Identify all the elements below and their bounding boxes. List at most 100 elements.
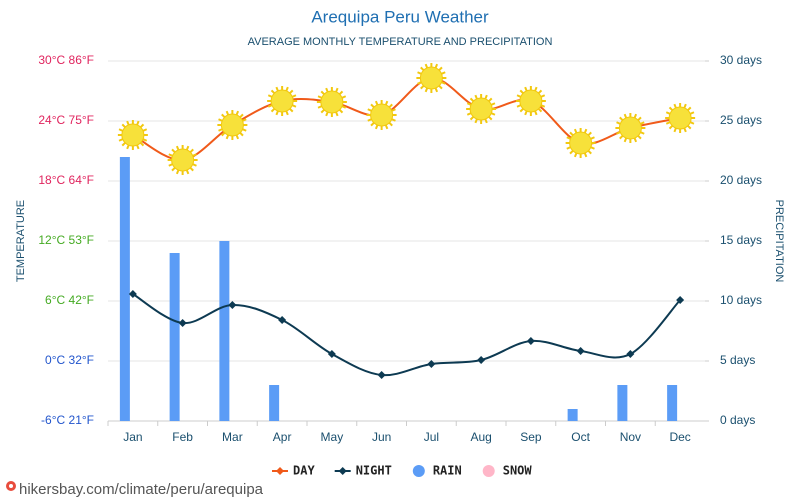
sun-icon	[267, 86, 298, 116]
sun-ray	[185, 169, 190, 175]
sun-core	[519, 89, 543, 113]
sun-ray	[367, 118, 372, 122]
sun-ray	[289, 89, 294, 94]
x-tick-label: Sep	[520, 430, 542, 444]
sun-ray	[516, 104, 522, 108]
sun-ray	[484, 118, 488, 124]
sun-ray	[192, 153, 197, 157]
y-tick-label: 12°C 53°F	[38, 233, 94, 247]
bar	[617, 385, 628, 421]
sun-ray	[171, 167, 176, 172]
sun-icon	[117, 120, 148, 150]
point	[427, 360, 436, 368]
point	[676, 296, 685, 304]
point	[128, 290, 137, 298]
sun-ray	[139, 142, 145, 147]
sun-core	[370, 103, 394, 127]
sun-ray	[218, 118, 223, 122]
sun-ray	[490, 112, 496, 116]
x-tick-label: Jul	[424, 430, 439, 444]
sun-ray	[490, 102, 496, 106]
sun-ray	[242, 118, 247, 122]
sun-ray	[537, 89, 543, 94]
sun-ray	[583, 152, 588, 158]
sun-ray	[142, 128, 148, 132]
sun-ray	[484, 94, 488, 100]
sun-ray	[126, 120, 130, 126]
sun-ray	[516, 94, 522, 98]
sun-ray	[239, 132, 244, 137]
sun-ray	[524, 110, 528, 116]
sun-ray	[424, 63, 429, 69]
sun-ray	[687, 106, 692, 111]
sun-ray	[270, 89, 276, 94]
line	[132, 76, 681, 162]
sun-ray	[370, 103, 375, 108]
sun-ray	[623, 137, 628, 143]
sun-ray	[384, 100, 389, 106]
sun-ray	[185, 145, 190, 151]
y-tick-label: 24°C 75°F	[38, 113, 94, 127]
sun-ray	[616, 131, 621, 135]
sun-ray	[616, 121, 621, 125]
sun-ray	[267, 104, 273, 108]
x-tick-label: Nov	[620, 430, 641, 444]
sun-ray	[139, 123, 145, 128]
point	[228, 301, 237, 309]
legend-item: RAIN	[412, 464, 462, 478]
point	[178, 319, 187, 327]
bar	[119, 157, 130, 421]
y-tick-label: 18°C 64°F	[38, 173, 94, 187]
legend-item: NIGHT	[334, 464, 392, 478]
sun-ray	[218, 128, 223, 132]
sun-ray	[285, 86, 289, 92]
sun-ray	[673, 127, 677, 133]
sun-ray	[221, 113, 226, 118]
sun-ray	[420, 85, 425, 90]
sun-ray	[587, 131, 592, 136]
sun-ray	[189, 167, 194, 172]
sun-ray	[325, 87, 329, 93]
sun-icon	[565, 128, 596, 158]
sun-ray	[192, 163, 197, 167]
sun-ray	[338, 109, 344, 114]
x-tick-label: May	[321, 430, 344, 444]
source-link[interactable]: hikersbay.com/climate/peru/arequipa	[19, 481, 264, 498]
sun-icon	[615, 113, 646, 143]
sun-ray	[175, 169, 180, 175]
sun-core	[320, 90, 344, 114]
point	[576, 347, 585, 355]
sun-ray	[637, 135, 642, 140]
chart-subtitle: AVERAGE MONTHLY TEMPERATURE AND PRECIPIT…	[248, 36, 553, 48]
sun-ray	[469, 97, 475, 102]
x-tick-label: Apr	[273, 430, 292, 444]
sun-ray	[665, 121, 671, 125]
sun-ray	[683, 127, 687, 133]
sun-ray	[424, 87, 429, 93]
sun-ray	[488, 97, 493, 102]
sun-icon	[416, 63, 447, 93]
x-tick-label: Jun	[372, 430, 391, 444]
sun-icon	[466, 94, 497, 124]
y2-tick-label: 25 days	[720, 113, 762, 127]
sun-ray	[341, 105, 347, 109]
sun-core	[419, 66, 443, 90]
sun-ray	[524, 86, 528, 92]
sun-ray	[142, 138, 148, 142]
sun-ray	[388, 103, 393, 108]
sun-ray	[136, 120, 140, 126]
legend-label: SNOW	[503, 464, 533, 478]
sun-ray	[168, 153, 173, 157]
y-tick-label: 6°C 42°F	[45, 293, 94, 307]
y2-axis-title: PRECIPITATION	[773, 200, 785, 283]
sun-ray	[171, 148, 176, 153]
sun-core	[668, 106, 692, 130]
sun-ray	[519, 89, 524, 94]
sun-ray	[466, 112, 472, 116]
sun-ray	[291, 94, 297, 98]
sun-ray	[126, 144, 130, 150]
y-axis-title: TEMPERATURE	[15, 200, 27, 282]
chart-title: Arequipa Peru Weather	[311, 7, 489, 26]
sun-core	[220, 113, 244, 137]
sun-ray	[474, 118, 478, 124]
